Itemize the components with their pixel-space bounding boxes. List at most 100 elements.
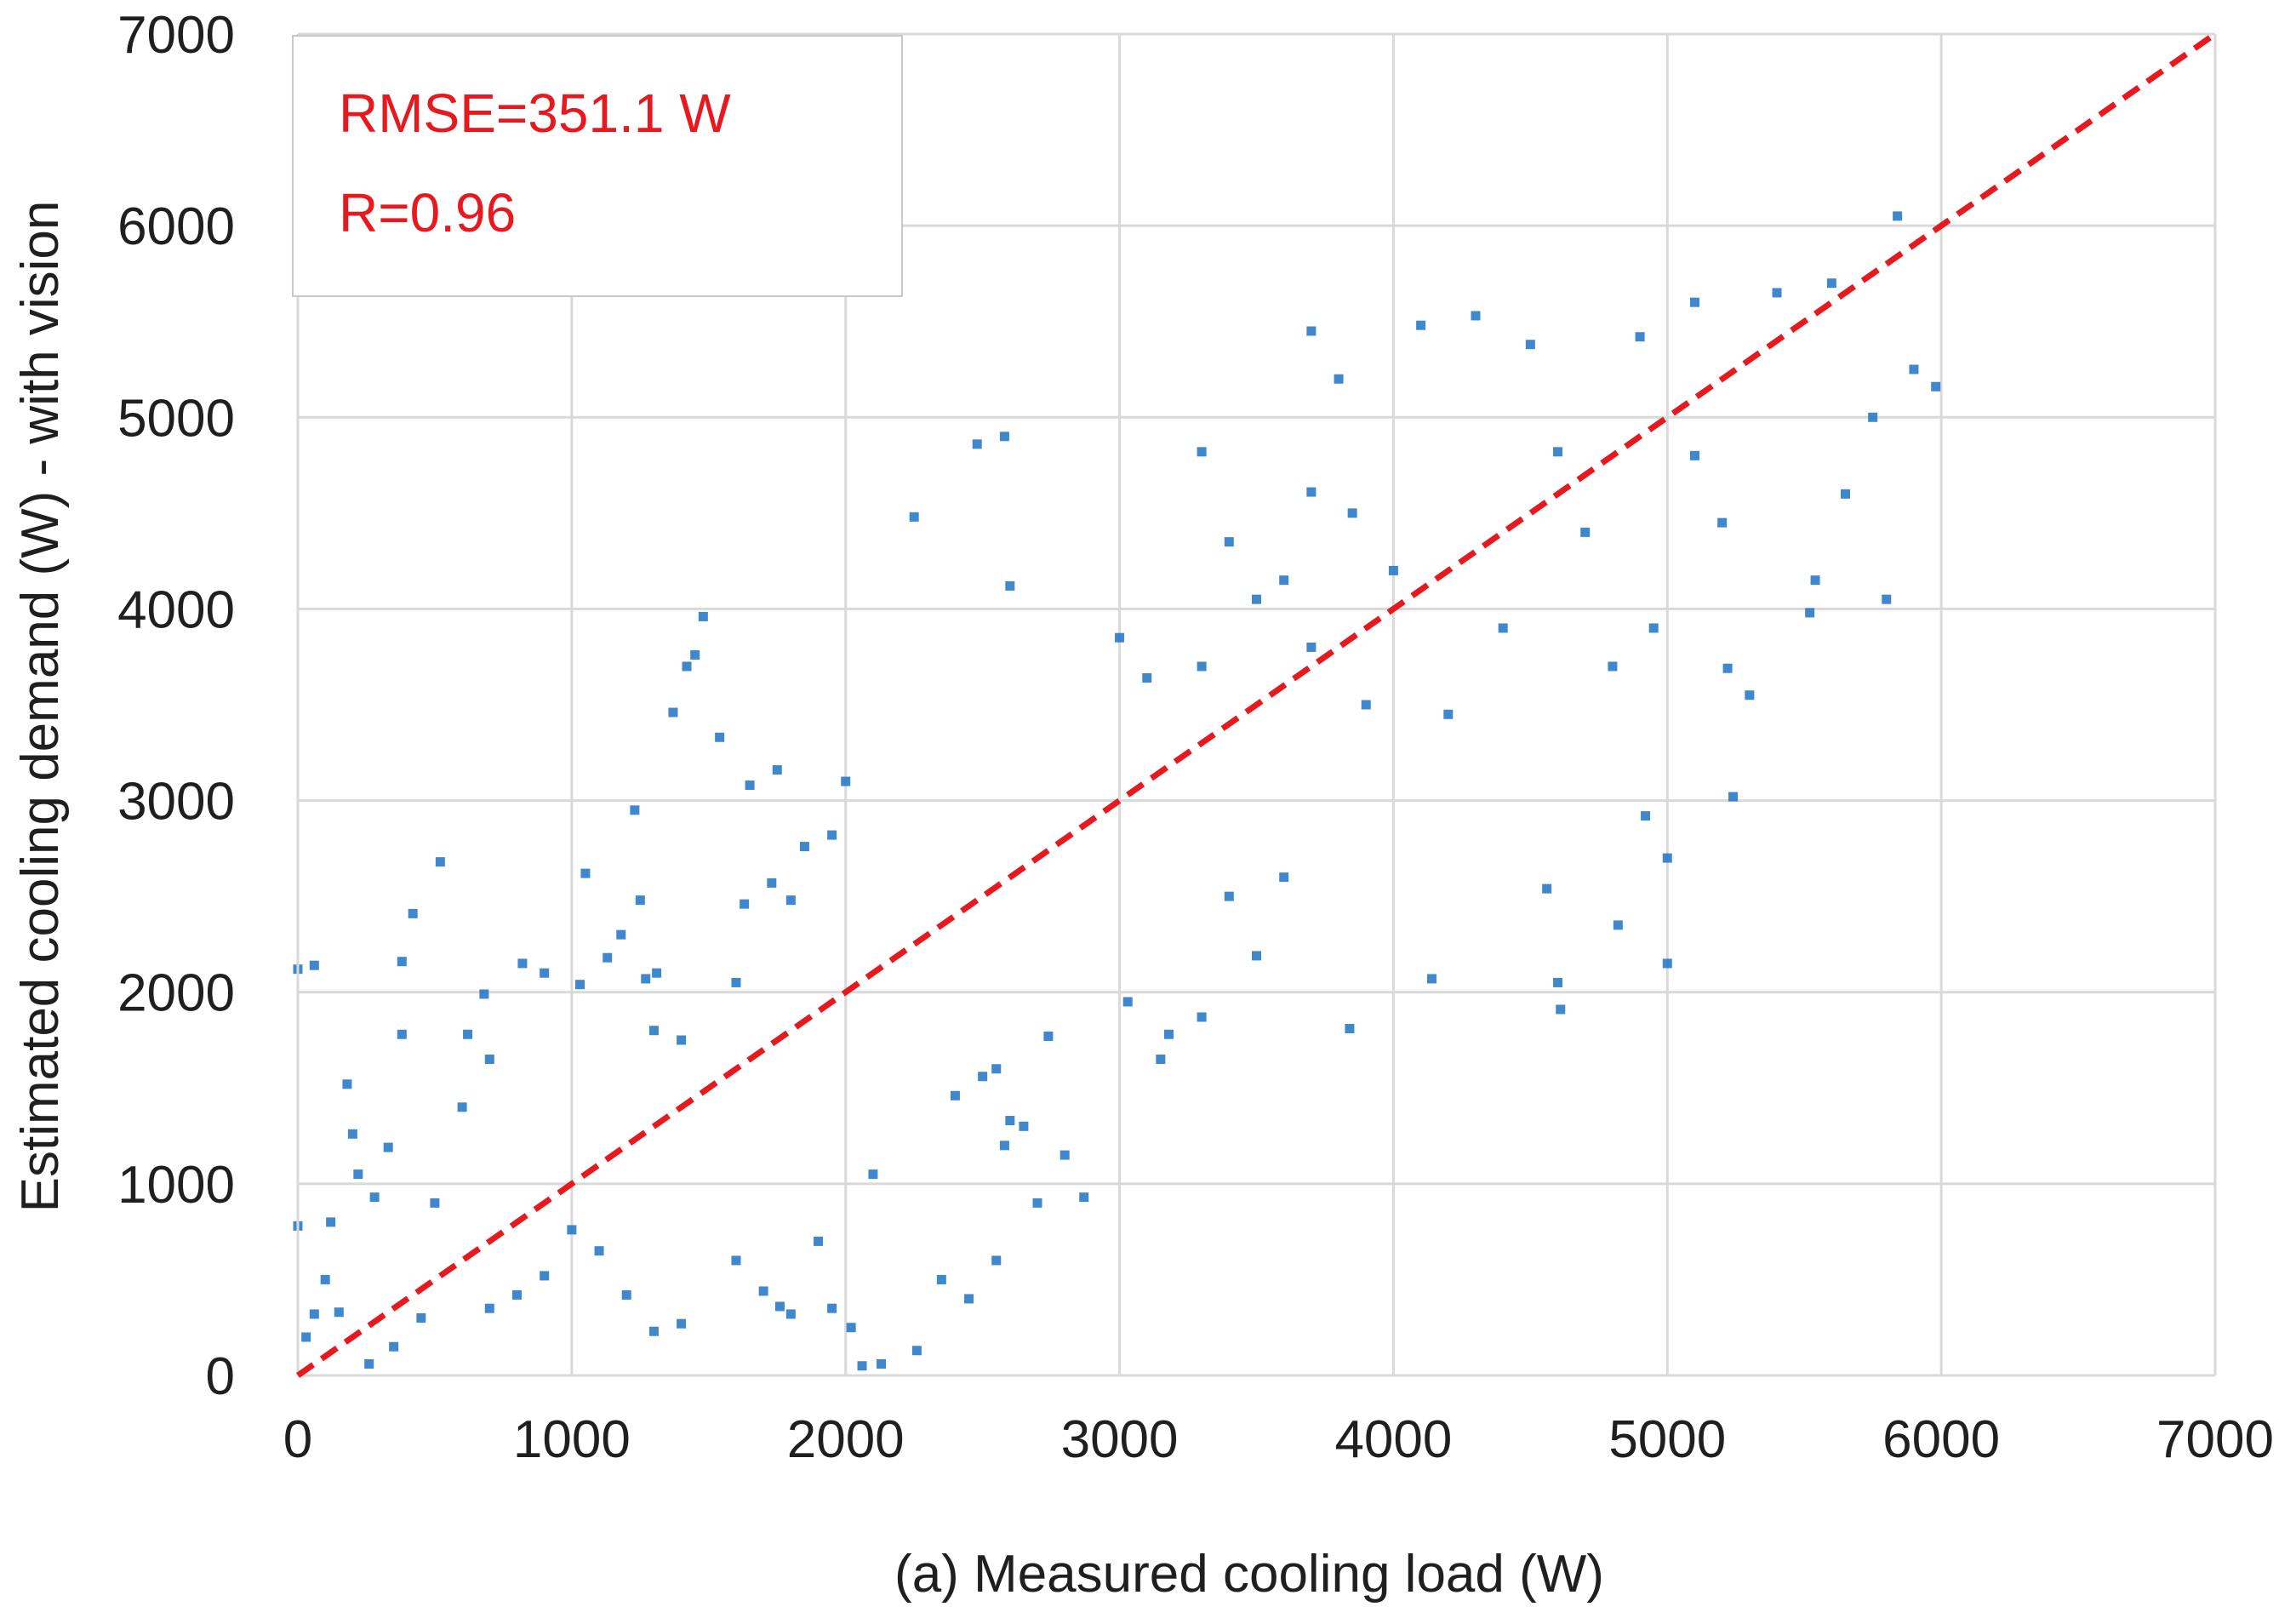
scatter-point xyxy=(1805,608,1815,618)
scatter-point xyxy=(1689,297,1699,307)
scatter-point xyxy=(698,611,708,621)
scatter-point xyxy=(999,432,1009,442)
rmse-label: RMSE=351.1 W xyxy=(339,83,731,144)
y-tick-label: 7000 xyxy=(117,6,235,65)
scatter-point xyxy=(648,1326,659,1336)
y-axis-title: Estimated cooling demand (W) - with visi… xyxy=(11,201,70,1213)
scatter-point xyxy=(740,899,750,909)
scatter-point xyxy=(715,732,725,742)
scatter-point xyxy=(1931,381,1941,392)
scatter-point xyxy=(1882,594,1892,604)
y-tick-label: 1000 xyxy=(117,1156,235,1215)
scatter-point xyxy=(991,1255,1002,1266)
scatter-point xyxy=(1893,211,1903,221)
scatter-point xyxy=(1772,288,1782,298)
scatter-point xyxy=(1345,1023,1355,1033)
scatter-point xyxy=(1347,508,1357,518)
scatter-point xyxy=(1728,792,1739,802)
scatter-point xyxy=(1032,1198,1042,1208)
scatter-point xyxy=(909,512,919,522)
scatter-point xyxy=(383,1142,393,1152)
scatter-point xyxy=(936,1274,946,1284)
scatter-point xyxy=(978,1072,988,1082)
scatter-point xyxy=(630,805,640,815)
scatter-point xyxy=(603,952,613,963)
y-tick-label: 5000 xyxy=(117,389,235,448)
scatter-point xyxy=(877,1358,887,1369)
scatter-point xyxy=(1279,872,1289,883)
scatter-point xyxy=(1059,1150,1070,1160)
scatter-point xyxy=(580,868,591,878)
scatter-point xyxy=(1043,1031,1054,1041)
scatter-point xyxy=(682,661,692,672)
identity-reference-line xyxy=(295,31,2218,1378)
scatter-point xyxy=(1580,527,1591,537)
scatter-point xyxy=(342,1079,352,1089)
scatter-point xyxy=(999,1141,1009,1151)
scatter-point xyxy=(1556,1004,1566,1015)
scatter-point xyxy=(1542,883,1552,894)
x-tick-label: 7000 xyxy=(2156,1410,2274,1469)
scatter-point xyxy=(408,908,418,918)
scatter-point xyxy=(641,974,651,984)
scatter-point xyxy=(347,1129,357,1139)
scatter-point xyxy=(1224,891,1234,901)
scatter-point xyxy=(1810,575,1820,586)
scatter-point xyxy=(309,1309,319,1319)
scatter-point xyxy=(1019,1121,1029,1131)
scatter-point xyxy=(567,1225,577,1235)
scatter-point xyxy=(1498,623,1508,633)
y-tick-label: 4000 xyxy=(117,580,235,639)
scatter-point xyxy=(1197,661,1207,672)
scatter-point xyxy=(621,1289,631,1300)
scatter-point xyxy=(1115,632,1125,643)
scatter-point xyxy=(1840,489,1850,499)
scatter-point xyxy=(1306,642,1316,652)
scatter-point xyxy=(416,1312,426,1323)
scatter-point xyxy=(1426,974,1436,984)
scatter-point xyxy=(1005,580,1015,591)
x-tick-label: 3000 xyxy=(1061,1410,1179,1469)
scatter-point xyxy=(1553,447,1563,457)
scatter-point xyxy=(868,1169,878,1180)
scatter-point xyxy=(1689,450,1699,460)
scatter-point xyxy=(1662,853,1672,863)
scatter-point xyxy=(1662,958,1672,969)
scatter-point xyxy=(785,895,796,906)
scatter-point xyxy=(950,1090,960,1101)
scatter-point xyxy=(1306,487,1316,497)
stats-box-frame xyxy=(292,35,903,297)
scatter-point xyxy=(540,968,550,978)
scatter-point xyxy=(731,977,741,987)
scatter-point xyxy=(991,1064,1002,1074)
scatter-point xyxy=(731,1255,741,1266)
scatter-point xyxy=(484,1055,494,1065)
scatter-point xyxy=(1641,811,1651,821)
scatter-point xyxy=(397,1029,407,1039)
scatter-point xyxy=(320,1274,330,1284)
scatter-point xyxy=(1224,537,1234,547)
scatter-point xyxy=(1122,997,1133,1007)
y-tick-label: 2000 xyxy=(117,964,235,1023)
scatter-point xyxy=(846,1323,856,1333)
scatter-point xyxy=(301,1332,311,1342)
scatter-point xyxy=(635,895,645,906)
scatter-point xyxy=(309,960,319,970)
scatter-point xyxy=(1416,320,1426,330)
scatter-point xyxy=(1197,447,1207,457)
scatter-point xyxy=(911,1346,922,1356)
scatter-point xyxy=(369,1192,380,1203)
scatter-point xyxy=(1079,1192,1089,1203)
scatter-point xyxy=(677,1035,687,1045)
scatter-point xyxy=(1717,517,1728,528)
scatter-point xyxy=(1334,374,1344,384)
scatter-point xyxy=(964,1294,974,1304)
scatter-point xyxy=(1156,1055,1166,1065)
x-tick-label: 0 xyxy=(283,1410,312,1469)
y-tick-label: 3000 xyxy=(117,773,235,832)
gridlines xyxy=(298,32,2217,1375)
scatter-points xyxy=(293,211,1941,1371)
scatter-point xyxy=(1553,977,1563,987)
scatter-point xyxy=(772,765,782,775)
